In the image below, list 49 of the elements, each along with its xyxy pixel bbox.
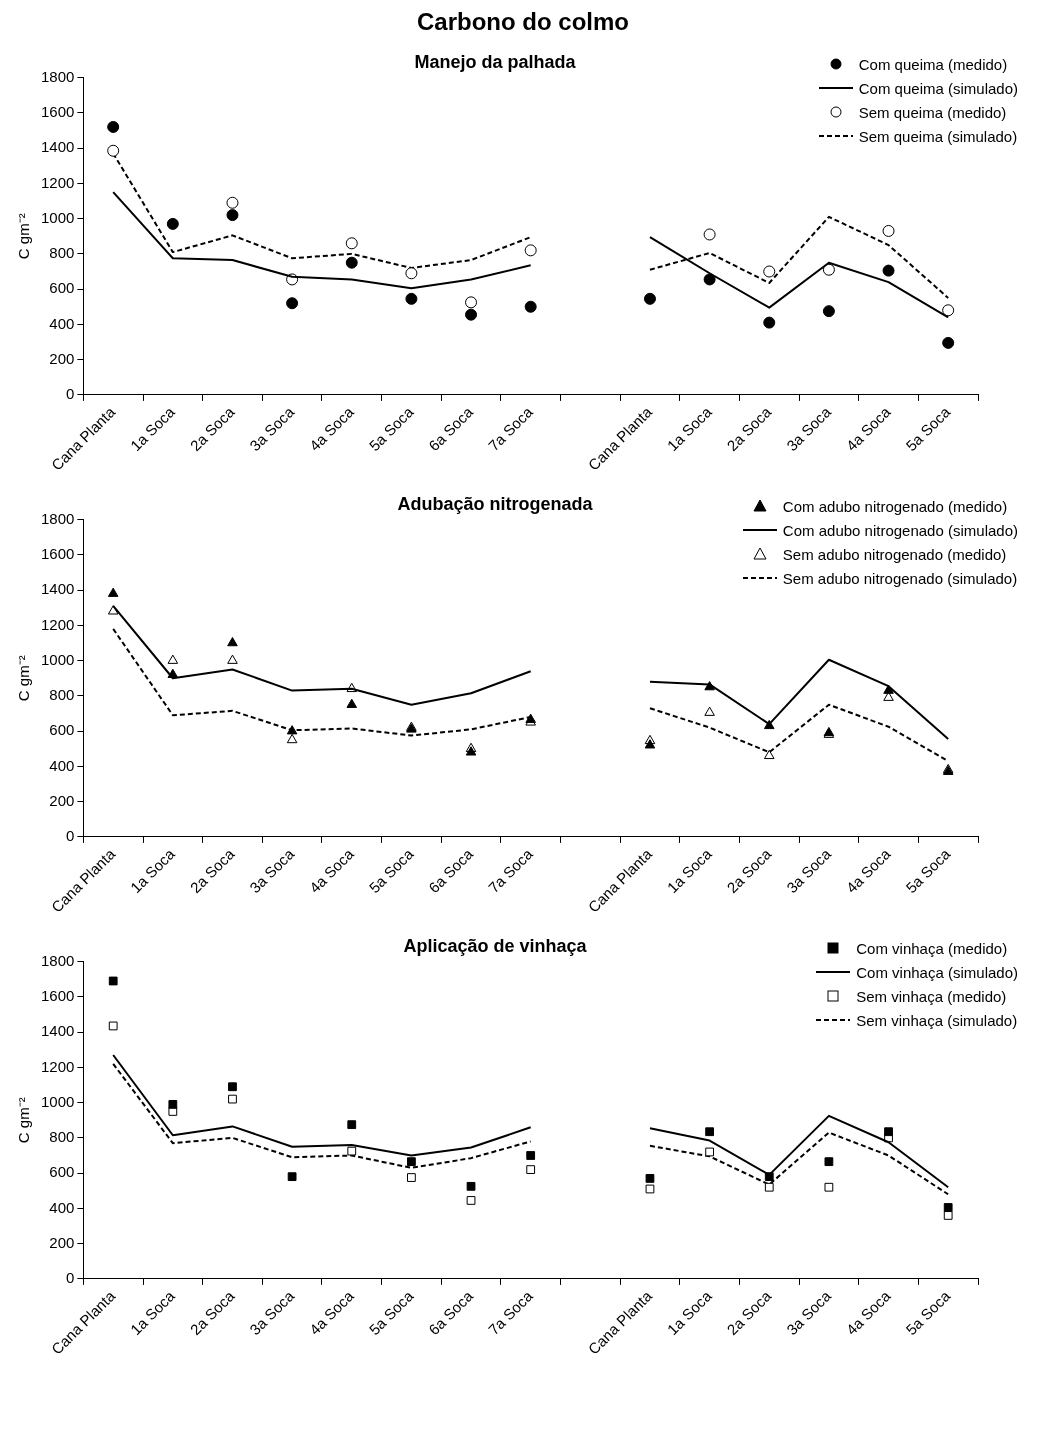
y-tick-label: 400 <box>49 1198 75 1216</box>
y-tick-label: 400 <box>49 314 75 332</box>
legend-label: Com vinhaça (simulado) <box>856 963 1018 981</box>
y-tick-label: 200 <box>49 349 75 367</box>
y-tick-label: 1600 <box>40 987 75 1004</box>
chart-title: Aplicação de vinhaça <box>403 935 588 956</box>
y-tick-label: 1400 <box>40 580 75 598</box>
y-tick-label: 1600 <box>40 103 75 120</box>
y-tick-label: 1800 <box>40 509 75 527</box>
y-tick-label: 600 <box>49 721 75 739</box>
legend-label: Com adubo nitrogenado (medido) <box>782 497 1008 515</box>
legend-label: Sem queima (simulado) <box>858 127 1018 145</box>
chart-subtitle: Manejo da palhada <box>414 51 577 72</box>
y-tick-label: 1400 <box>40 1022 75 1040</box>
y-tick-label: 1400 <box>40 138 75 156</box>
y-tick-label: 1600 <box>40 545 75 562</box>
y-tick-label: 800 <box>49 686 75 704</box>
y-tick-label: 1800 <box>40 951 75 969</box>
y-tick-label: 0 <box>66 385 75 403</box>
y-tick-label: 600 <box>49 279 75 297</box>
chart-title: Carbono do colmo <box>416 8 630 37</box>
legend-label: Sem adubo nitrogenado (simulado) <box>782 569 1018 587</box>
y-tick-label: 1800 <box>40 67 75 85</box>
legend-label: Com queima (simulado) <box>858 79 1018 97</box>
legend-label: Sem adubo nitrogenado (medido) <box>782 545 1007 563</box>
y-tick-label: 1000 <box>40 208 75 226</box>
y-axis-title: C gm⁻² <box>15 213 33 260</box>
y-tick-label: 0 <box>66 1269 75 1287</box>
y-tick-label: 200 <box>49 1233 75 1251</box>
y-axis-title: C gm⁻² <box>15 655 33 702</box>
y-tick-label: 1200 <box>40 1057 75 1075</box>
chart-title: Adubação nitrogenada <box>397 493 594 514</box>
legend-label: Com adubo nitrogenado (simulado) <box>782 521 1018 539</box>
y-tick-label: 800 <box>49 244 75 262</box>
y-tick-label: 1200 <box>40 173 75 191</box>
y-tick-label: 400 <box>49 756 75 774</box>
y-tick-label: 800 <box>49 1128 75 1146</box>
y-tick-label: 600 <box>49 1163 75 1181</box>
y-tick-label: 0 <box>66 827 75 845</box>
legend-label: Sem vinhaça (simulado) <box>856 1011 1018 1029</box>
legend-label: Sem vinhaça (medido) <box>856 987 1007 1005</box>
y-tick-label: 1000 <box>40 1092 75 1110</box>
legend-label: Sem queima (medido) <box>858 103 1007 121</box>
y-tick-label: 200 <box>49 791 75 809</box>
legend-label: Com vinhaça (medido) <box>856 939 1008 957</box>
y-tick-label: 1000 <box>40 650 75 668</box>
y-tick-label: 1200 <box>40 615 75 633</box>
y-axis-title: C gm⁻² <box>15 1097 33 1144</box>
legend-label: Com queima (medido) <box>858 55 1008 73</box>
